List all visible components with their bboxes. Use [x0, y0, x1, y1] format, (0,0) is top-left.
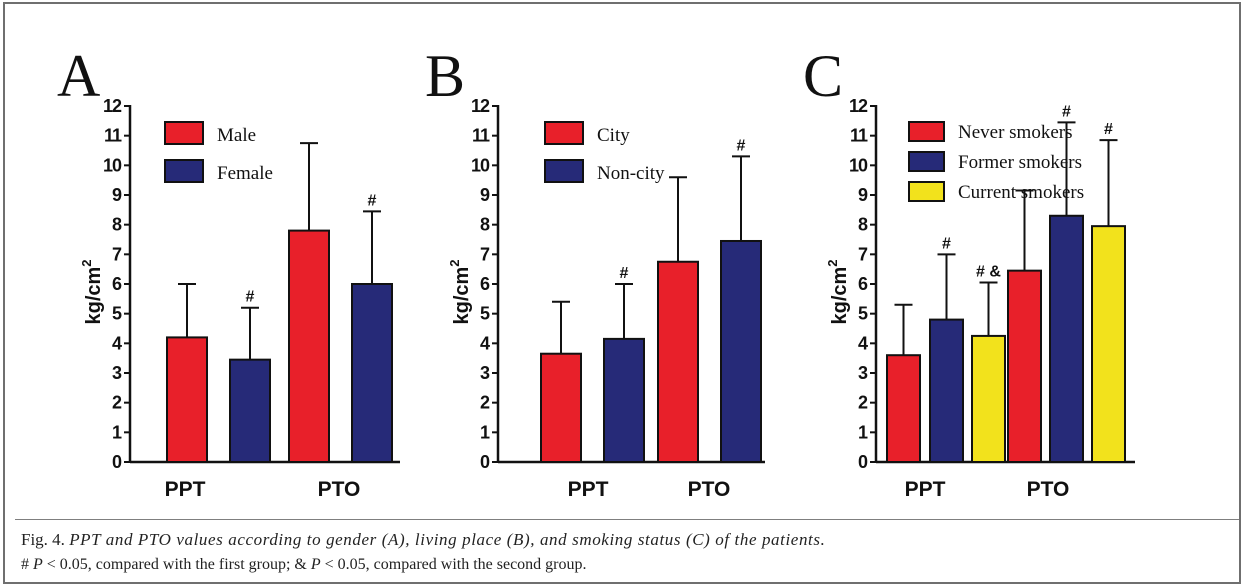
- bar: [971, 334, 1006, 463]
- y-tick-label: 6: [858, 274, 868, 294]
- x-category-label: PPT: [165, 478, 206, 501]
- y-tick-label: 5: [858, 304, 868, 324]
- y-tick-label: 5: [112, 304, 122, 324]
- significance-mark: # &: [976, 264, 1001, 281]
- legend-swatch: [544, 159, 584, 183]
- legend-label: Former smokers: [958, 152, 1082, 173]
- y-tick-label: 12: [849, 96, 868, 116]
- bar: [540, 352, 582, 464]
- legend-label: Non-city: [597, 163, 665, 184]
- y-tick-label: 4: [112, 333, 122, 353]
- y-tick-label: 8: [112, 215, 122, 235]
- bar: [1049, 214, 1084, 463]
- y-tick-label: 8: [480, 215, 490, 235]
- y-tick-label: 2: [480, 393, 490, 413]
- legend-label: Male: [217, 125, 256, 146]
- y-tick-label: 1: [858, 422, 868, 442]
- x-category-label: PPT: [905, 478, 946, 501]
- y-tick-label: 11: [472, 126, 490, 146]
- bar: [1007, 269, 1042, 463]
- panel-label: C: [803, 43, 843, 109]
- caption-line-2: # P < 0.05, compared with the first grou…: [21, 556, 587, 574]
- significance-mark: #: [1104, 121, 1113, 138]
- caption-line-1: Fig. 4. PPT and PTO values according to …: [21, 530, 825, 550]
- y-tick-label: 9: [858, 185, 868, 205]
- y-tick-label: 2: [858, 393, 868, 413]
- bar: [720, 239, 762, 463]
- bar: [603, 337, 645, 463]
- panel-label: B: [425, 43, 465, 109]
- caption-note-part: < 0.05, compared with the second group.: [320, 556, 587, 573]
- bar: [886, 354, 921, 464]
- y-tick-label: 8: [858, 215, 868, 235]
- y-axis-title: kg/cm2: [79, 259, 105, 324]
- legend-label: Current smokers: [958, 182, 1084, 203]
- y-axis-title: kg/cm2: [825, 259, 851, 324]
- legend-label: Female: [217, 163, 273, 184]
- legend-swatch: [908, 181, 945, 202]
- caption-note-part: #: [21, 556, 33, 573]
- y-tick-label: 9: [112, 185, 122, 205]
- legend-label: City: [597, 125, 630, 146]
- caption-fig-number: Fig. 4.: [21, 530, 70, 549]
- y-tick-label: 1: [480, 422, 490, 442]
- bar: [929, 318, 964, 463]
- y-tick-label: 4: [858, 333, 868, 353]
- bar: [166, 336, 208, 463]
- x-category-label: PPT: [568, 478, 609, 501]
- significance-mark: #: [246, 289, 255, 306]
- y-tick-label: 10: [471, 155, 490, 175]
- significance-mark: #: [942, 235, 951, 252]
- y-tick-label: 7: [112, 244, 122, 264]
- significance-mark: #: [620, 265, 629, 282]
- x-category-label: PTO: [318, 478, 361, 501]
- legend-swatch: [908, 121, 945, 142]
- y-tick-label: 2: [112, 393, 122, 413]
- legend-swatch: [544, 121, 584, 145]
- y-tick-label: 11: [104, 126, 122, 146]
- legend-swatch: [908, 151, 945, 172]
- bar: [288, 229, 330, 463]
- caption-title: PPT and PTO values according to gender (…: [69, 530, 826, 549]
- y-tick-label: 3: [112, 363, 122, 383]
- y-axis-title: kg/cm2: [447, 259, 473, 324]
- y-tick-label: 12: [471, 96, 490, 116]
- y-tick-label: 5: [480, 304, 490, 324]
- significance-mark: #: [368, 192, 377, 209]
- bar: [657, 260, 699, 463]
- y-tick-label: 0: [480, 452, 490, 472]
- y-tick-label: 6: [112, 274, 122, 294]
- y-tick-label: 10: [849, 155, 868, 175]
- y-tick-label: 0: [112, 452, 122, 472]
- x-category-label: PTO: [1027, 478, 1070, 501]
- y-tick-label: 4: [480, 333, 490, 353]
- y-tick-label: 9: [480, 185, 490, 205]
- legend-label: Never smokers: [958, 122, 1073, 143]
- y-tick-label: 11: [850, 126, 868, 146]
- y-tick-label: 10: [103, 155, 122, 175]
- bar: [351, 283, 393, 463]
- x-category-label: PTO: [688, 478, 731, 501]
- figure-frame: A 0 1 2 3 4 5 6 7 8 9 10 11 12 kg/cm2 # PPT # PTO Male Femal…: [3, 2, 1241, 584]
- y-tick-label: 0: [858, 452, 868, 472]
- figure-panels: A0123456789101112kg/cm2#PPT#PTOMaleFemal…: [57, 43, 1135, 501]
- significance-mark: #: [1062, 103, 1071, 120]
- y-tick-label: 12: [103, 96, 122, 116]
- y-tick-label: 7: [480, 244, 490, 264]
- significance-mark: #: [737, 137, 746, 154]
- caption-note-p: P: [33, 556, 43, 573]
- panel-label: A: [57, 43, 100, 109]
- y-tick-label: 7: [858, 244, 868, 264]
- y-tick-label: 3: [480, 363, 490, 383]
- y-tick-label: 3: [858, 363, 868, 383]
- bar: [1091, 225, 1126, 463]
- legend-swatch: [164, 121, 204, 145]
- y-tick-label: 6: [480, 274, 490, 294]
- caption-note-part: < 0.05, compared with the first group; &: [42, 556, 311, 573]
- figure-caption: Fig. 4. PPT and PTO values according to …: [15, 519, 1239, 586]
- y-tick-label: 1: [112, 422, 122, 442]
- legend-swatch: [164, 159, 204, 183]
- bar: [229, 358, 271, 463]
- caption-note-p: P: [310, 556, 321, 573]
